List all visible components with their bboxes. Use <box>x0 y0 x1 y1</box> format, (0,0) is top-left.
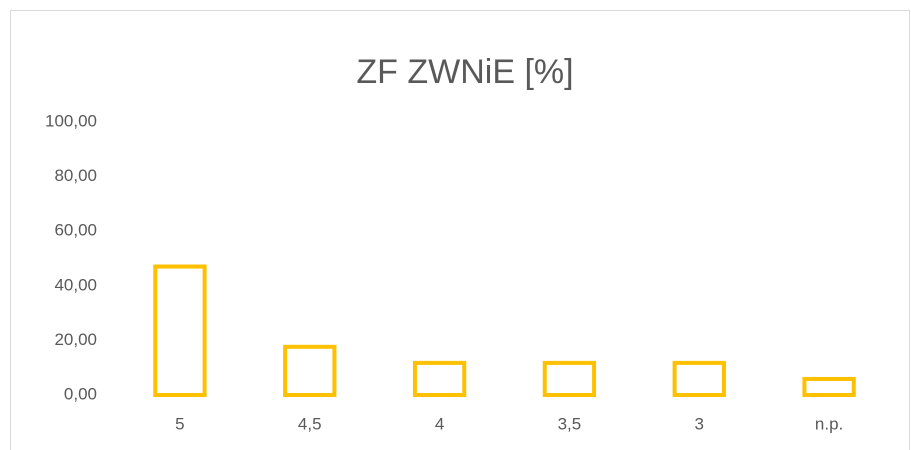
y-tick-label: 60,00 <box>54 221 97 240</box>
x-tick-label: 3 <box>695 414 704 433</box>
x-tick-label: n.p. <box>815 414 843 433</box>
bar <box>672 360 726 398</box>
bar <box>153 264 207 398</box>
y-tick-label: 0,00 <box>64 384 97 403</box>
chart-frame <box>10 10 910 450</box>
bar <box>542 360 597 398</box>
x-tick-label: 5 <box>175 414 184 433</box>
y-tick-label: 20,00 <box>54 330 97 349</box>
bar <box>283 344 337 397</box>
y-tick-label: 100,00 <box>45 111 97 130</box>
x-tick-label: 3,5 <box>558 414 582 433</box>
x-tick-label: 4,5 <box>298 414 322 433</box>
bar <box>412 360 467 398</box>
y-tick-label: 40,00 <box>54 275 97 294</box>
y-tick-label: 80,00 <box>54 166 97 185</box>
chart-title: ZF ZWNiE [%] <box>356 53 573 91</box>
x-tick-label: 4 <box>435 414 444 433</box>
bar <box>802 376 856 398</box>
